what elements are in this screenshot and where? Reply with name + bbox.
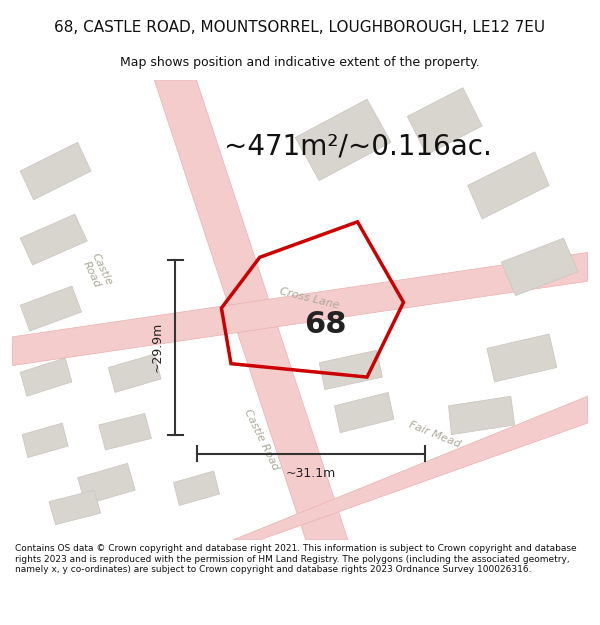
Text: ~29.9m: ~29.9m xyxy=(151,322,164,372)
Polygon shape xyxy=(335,392,394,432)
Polygon shape xyxy=(20,358,72,396)
Polygon shape xyxy=(173,471,220,506)
Polygon shape xyxy=(20,142,91,200)
Polygon shape xyxy=(109,354,161,392)
Polygon shape xyxy=(13,253,587,366)
Polygon shape xyxy=(20,214,87,265)
Text: Map shows position and indicative extent of the property.: Map shows position and indicative extent… xyxy=(120,56,480,69)
Polygon shape xyxy=(319,350,382,389)
Text: Castle Road: Castle Road xyxy=(242,407,281,472)
Text: 68, CASTLE ROAD, MOUNTSORREL, LOUGHBOROUGH, LE12 7EU: 68, CASTLE ROAD, MOUNTSORREL, LOUGHBOROU… xyxy=(55,20,545,35)
Text: Castle
Road: Castle Road xyxy=(80,251,114,292)
Text: Cross Lane: Cross Lane xyxy=(279,286,340,311)
Text: ~31.1m: ~31.1m xyxy=(286,467,335,480)
Polygon shape xyxy=(295,99,391,181)
Polygon shape xyxy=(449,396,515,434)
Polygon shape xyxy=(233,396,587,540)
Polygon shape xyxy=(77,463,135,504)
Text: Contains OS data © Crown copyright and database right 2021. This information is : Contains OS data © Crown copyright and d… xyxy=(15,544,577,574)
Text: 68: 68 xyxy=(305,310,347,339)
Polygon shape xyxy=(407,88,482,155)
Polygon shape xyxy=(468,152,549,219)
Polygon shape xyxy=(487,334,557,382)
Text: ~471m²/~0.116ac.: ~471m²/~0.116ac. xyxy=(224,132,491,161)
Polygon shape xyxy=(501,238,578,296)
Polygon shape xyxy=(154,80,348,540)
Polygon shape xyxy=(22,423,68,458)
Polygon shape xyxy=(20,286,82,331)
Polygon shape xyxy=(99,414,151,450)
Polygon shape xyxy=(49,490,101,524)
Text: Fair Mead: Fair Mead xyxy=(407,419,461,449)
